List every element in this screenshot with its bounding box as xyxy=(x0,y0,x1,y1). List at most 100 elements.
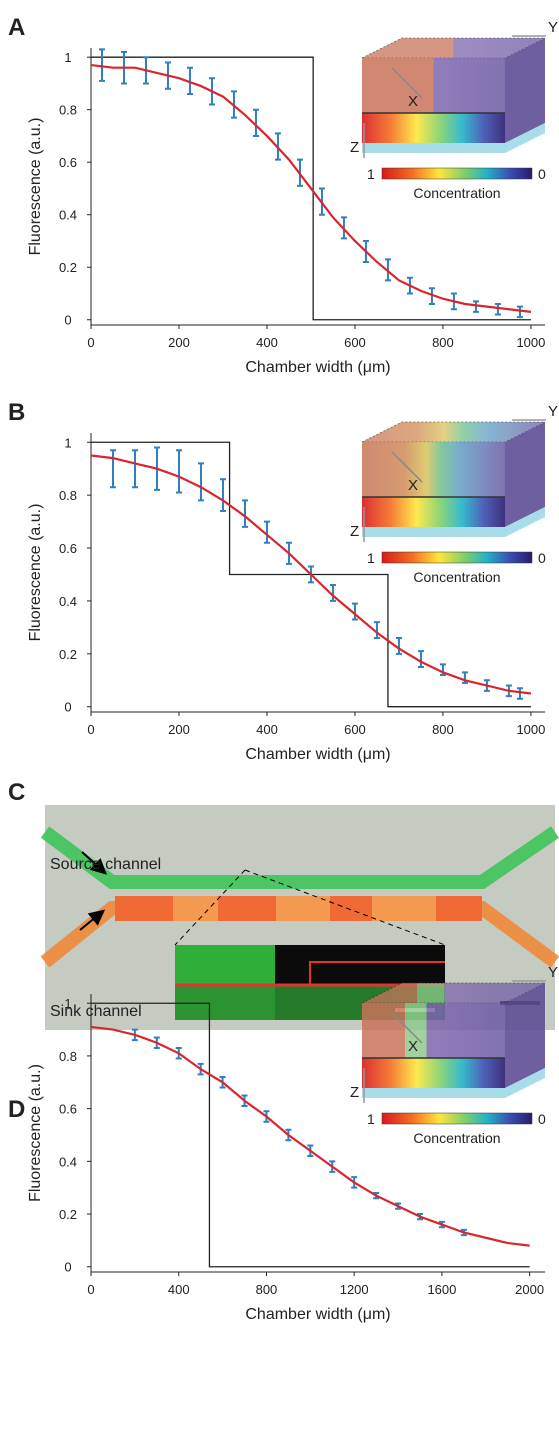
inset-axis-label: Y xyxy=(548,19,558,36)
chamber-stripe xyxy=(330,896,372,921)
annotation: Source channel xyxy=(50,856,161,873)
error-bar xyxy=(329,584,336,602)
colorbar-label: Concentration xyxy=(413,1130,500,1146)
panel-label: C xyxy=(8,779,25,806)
inset-arrow xyxy=(391,1012,423,1044)
error-bar xyxy=(472,300,479,313)
inset-axis-label: X xyxy=(408,93,418,110)
chamber-stripe xyxy=(436,896,482,921)
x-tick-label: 800 xyxy=(256,1282,278,1297)
x-tick-label: 800 xyxy=(432,335,454,350)
x-tick-label: 200 xyxy=(168,335,190,350)
arrow xyxy=(81,851,107,875)
x-axis-label: Chamber width (μm) xyxy=(245,359,390,376)
y-tick-label: 0.6 xyxy=(59,1102,77,1117)
error-bar xyxy=(395,636,402,655)
inset-front xyxy=(362,1003,505,1058)
x-tick-label: 1200 xyxy=(340,1282,369,1297)
chart: 0 0.2 0.4 0.6 0.8 1 0 200 400 600 800 1000 Chamber w… xyxy=(8,399,558,763)
inset-front-gradient xyxy=(362,1058,505,1088)
error-bar xyxy=(109,449,116,489)
x-tick-label: 1600 xyxy=(427,1282,456,1297)
error-bar xyxy=(252,108,259,137)
y-tick-label: 0.2 xyxy=(59,260,77,275)
inset-arrow xyxy=(391,67,423,99)
panel-label: B xyxy=(8,399,25,426)
inset-axis-label: Y xyxy=(548,403,558,420)
error-bar xyxy=(428,287,435,305)
y-tick-label: 0.8 xyxy=(59,103,77,118)
line xyxy=(91,56,531,321)
arrow xyxy=(79,909,106,931)
error-bar xyxy=(351,602,358,621)
y-tick-label: 0.2 xyxy=(59,647,77,662)
x-tick-label: 200 xyxy=(168,722,190,737)
inset-base xyxy=(362,1068,545,1098)
panel-label: D xyxy=(8,1096,25,1123)
error-bar xyxy=(373,621,380,639)
x-tick-label: 2000 xyxy=(515,1282,544,1297)
x-tick-label: 0 xyxy=(87,335,94,350)
zoom-line xyxy=(174,869,246,946)
x-axis-label: Chamber width (μm) xyxy=(245,746,390,763)
y-tick-label: 1 xyxy=(64,50,71,65)
y-tick-label: 1 xyxy=(64,996,71,1011)
inset-side xyxy=(505,422,545,527)
inset-base xyxy=(362,123,545,153)
x-tick-label: 400 xyxy=(256,722,278,737)
error-bar xyxy=(516,305,523,319)
inset-axis-label: Y xyxy=(548,964,558,981)
colorbar-tick: 1 xyxy=(367,550,375,566)
inset-arrow xyxy=(391,451,423,483)
error-bar xyxy=(175,449,182,494)
colorbar xyxy=(381,167,533,180)
error-bar xyxy=(516,687,523,700)
x-axis-label: Chamber width (μm) xyxy=(245,1306,390,1323)
annotation: Sink channel xyxy=(50,1003,142,1020)
colorbar-label: Concentration xyxy=(413,569,500,585)
error-bar xyxy=(197,462,204,502)
error-bar xyxy=(186,66,193,95)
inset-front xyxy=(362,58,505,113)
x-tick-label: 0 xyxy=(87,1282,94,1297)
inset-axis-label: X xyxy=(408,477,418,494)
y-tick-label: 0 xyxy=(64,1260,71,1275)
error-bar xyxy=(131,449,138,489)
y-tick-label: 0 xyxy=(64,700,71,715)
x-tick-label: 600 xyxy=(344,335,366,350)
chamber xyxy=(115,896,482,921)
y-tick-label: 0.8 xyxy=(59,1049,77,1064)
y-axis-label: Fluorescence (a.u.) xyxy=(27,118,44,256)
inset-side xyxy=(505,983,545,1088)
error-bar xyxy=(98,48,105,82)
colorbar xyxy=(381,551,533,564)
error-bar xyxy=(219,478,226,513)
x-tick-label: 0 xyxy=(87,722,94,737)
zoom-red xyxy=(309,961,445,985)
inset-axis-label: Z xyxy=(350,523,359,540)
inset-front-gradient xyxy=(362,497,505,527)
x-tick-label: 1000 xyxy=(516,335,545,350)
y-tick-label: 0.4 xyxy=(59,1154,77,1169)
colorbar-tick: 1 xyxy=(367,1111,375,1127)
colorbar-tick: 0 xyxy=(538,166,546,182)
line xyxy=(90,1025,530,1247)
y-tick-label: 0.4 xyxy=(59,208,77,223)
error-bar xyxy=(494,302,501,316)
x-tick-label: 800 xyxy=(432,722,454,737)
y-tick-label: 0.6 xyxy=(59,155,77,170)
inset-base xyxy=(362,507,545,537)
y-axis-label: Fluorescence (a.u.) xyxy=(27,1064,44,1202)
line xyxy=(90,63,532,313)
inset-axis-label: Z xyxy=(350,1084,359,1101)
inset-axis-label: Z xyxy=(350,139,359,156)
panel-label: A xyxy=(8,14,25,41)
chamber-stripe xyxy=(115,896,173,921)
line xyxy=(91,1002,530,1268)
y-tick-label: 0.6 xyxy=(59,541,77,556)
colorbar-tick: 0 xyxy=(538,550,546,566)
error-bar xyxy=(417,650,424,669)
chart: 0 0.2 0.4 0.6 0.8 1 0 400 800 1200 1600 2000 Chamber… xyxy=(8,964,558,1323)
x-tick-label: 400 xyxy=(168,1282,190,1297)
error-bar xyxy=(241,499,248,528)
